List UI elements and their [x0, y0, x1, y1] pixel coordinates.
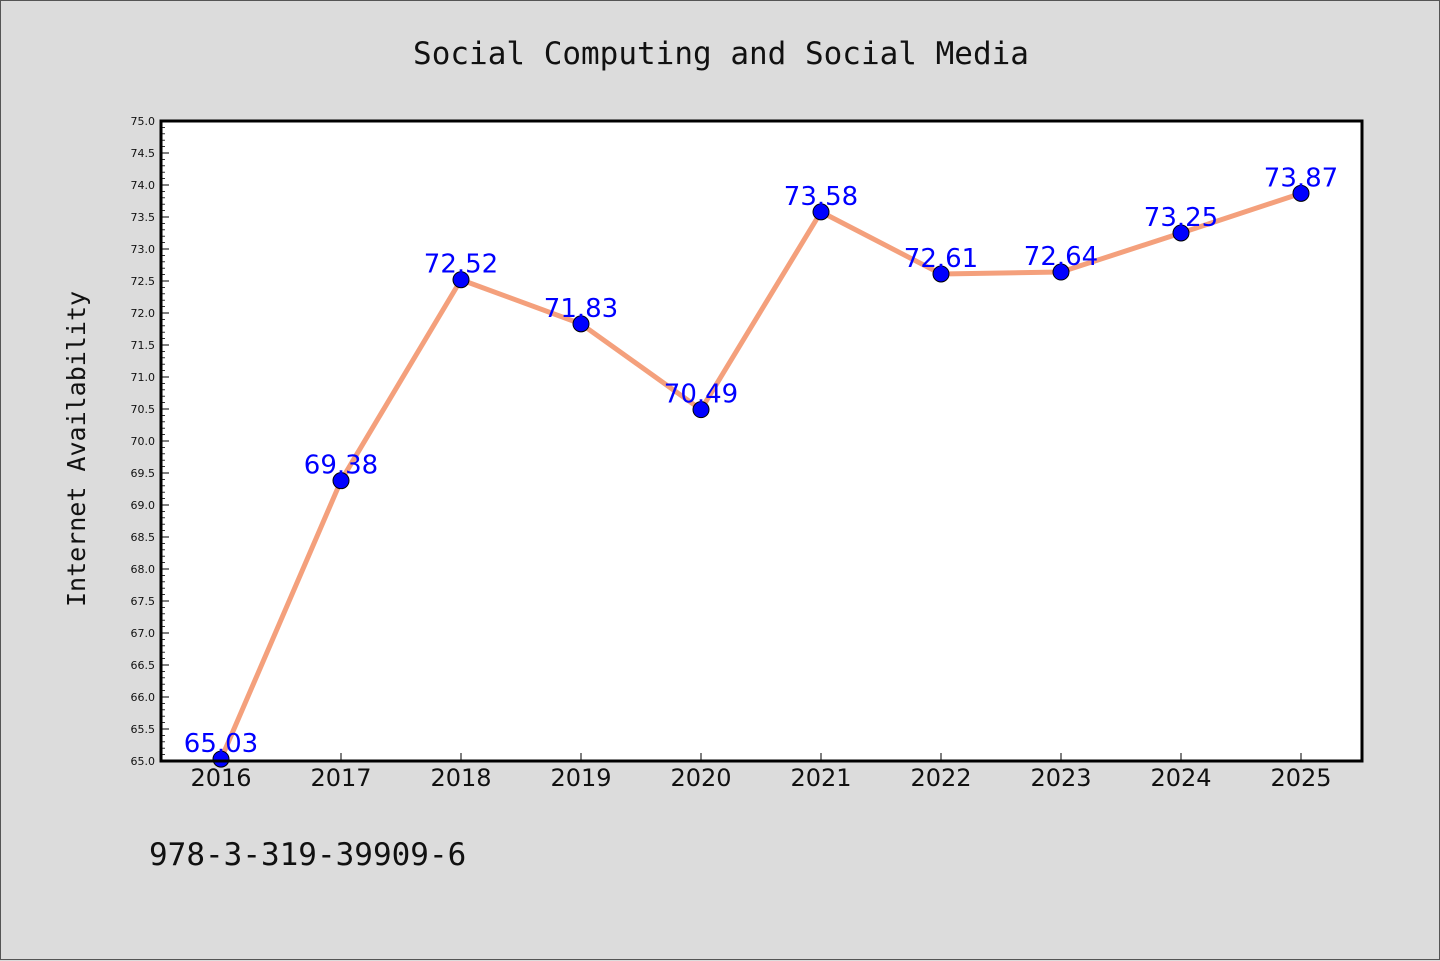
- y-tick-label: 75.0: [131, 115, 156, 128]
- data-label: 72.61: [904, 244, 978, 274]
- data-labels: 65.03 69.38 72.52 71.83 70.49 73.58 72.61 72.64…: [184, 163, 1338, 759]
- y-tick-label: 74.5: [131, 147, 156, 160]
- y-tick-label: 66.5: [131, 659, 156, 672]
- x-tick-label: 2025: [1270, 764, 1331, 792]
- data-point: [332, 472, 350, 490]
- y-tick-label: 69.5: [131, 467, 156, 480]
- data-label: 65.03: [184, 729, 258, 759]
- data-point: [1052, 263, 1070, 281]
- y-tick-label: 67.5: [131, 595, 156, 608]
- data-label: 71.83: [544, 294, 618, 324]
- y-tick-label: 73.0: [131, 243, 156, 256]
- x-tick-label: 2018: [430, 764, 491, 792]
- data-point: [692, 401, 710, 419]
- y-tick-label: 73.5: [131, 211, 156, 224]
- isbn-footer: 978-3-319-39909-6: [149, 837, 466, 873]
- data-label: 72.64: [1024, 242, 1098, 272]
- data-label: 73.25: [1144, 203, 1218, 233]
- x-tick-label: 2017: [310, 764, 371, 792]
- y-tick-label: 67.0: [131, 627, 156, 640]
- x-tick-label: 2019: [550, 764, 611, 792]
- data-point: [1292, 184, 1310, 202]
- x-tick-label: 2024: [1150, 764, 1211, 792]
- x-tick-label: 2020: [670, 764, 731, 792]
- y-tick-label: 69.0: [131, 499, 156, 512]
- y-tick-label: 74.0: [131, 179, 156, 192]
- data-point: [932, 265, 950, 283]
- plot-frame: [159, 119, 1364, 763]
- y-tick-label: 71.5: [131, 339, 156, 352]
- chart-title: Social Computing and Social Media: [413, 36, 1029, 72]
- y-tick-label: 66.0: [131, 691, 156, 704]
- data-point: [572, 315, 590, 333]
- y-axis-label: Internet Availability: [62, 291, 91, 607]
- y-tick-label: 72.5: [131, 275, 156, 288]
- data-point: [1172, 224, 1190, 242]
- y-tick-label: 65.5: [131, 723, 156, 736]
- y-tick-label: 70.5: [131, 403, 156, 416]
- x-tick-label: 2021: [790, 764, 851, 792]
- y-tick-label: 68.0: [131, 563, 156, 576]
- x-axis-ticks: 2016 2017 2018 2019 2020 2021 2022 2023 2024 2025: [190, 753, 1332, 792]
- data-point: [212, 750, 230, 768]
- x-tick-label: 2023: [1030, 764, 1091, 792]
- y-axis-ticks: 65.0 65.5 66.0 66.5 67.0 67.5 68.0 68.5 69.0 69.5…: [131, 115, 169, 768]
- data-point: [812, 203, 830, 221]
- data-label: 73.87: [1264, 163, 1338, 193]
- y-tick-label: 71.0: [131, 371, 156, 384]
- y-tick-label: 72.0: [131, 307, 156, 320]
- data-point: [452, 271, 470, 289]
- data-markers: [212, 184, 1310, 768]
- x-tick-label: 2016: [190, 764, 251, 792]
- data-label: 72.52: [424, 250, 498, 280]
- series-line: [218, 190, 1302, 761]
- y-tick-label: 65.0: [131, 755, 156, 768]
- data-label: 73.58: [784, 182, 858, 212]
- y-tick-label: 68.5: [131, 531, 156, 544]
- data-label: 69.38: [304, 451, 378, 481]
- data-label: 70.49: [664, 380, 738, 410]
- x-tick-label: 2022: [910, 764, 971, 792]
- y-tick-label: 70.0: [131, 435, 156, 448]
- plot-area: [161, 121, 1362, 761]
